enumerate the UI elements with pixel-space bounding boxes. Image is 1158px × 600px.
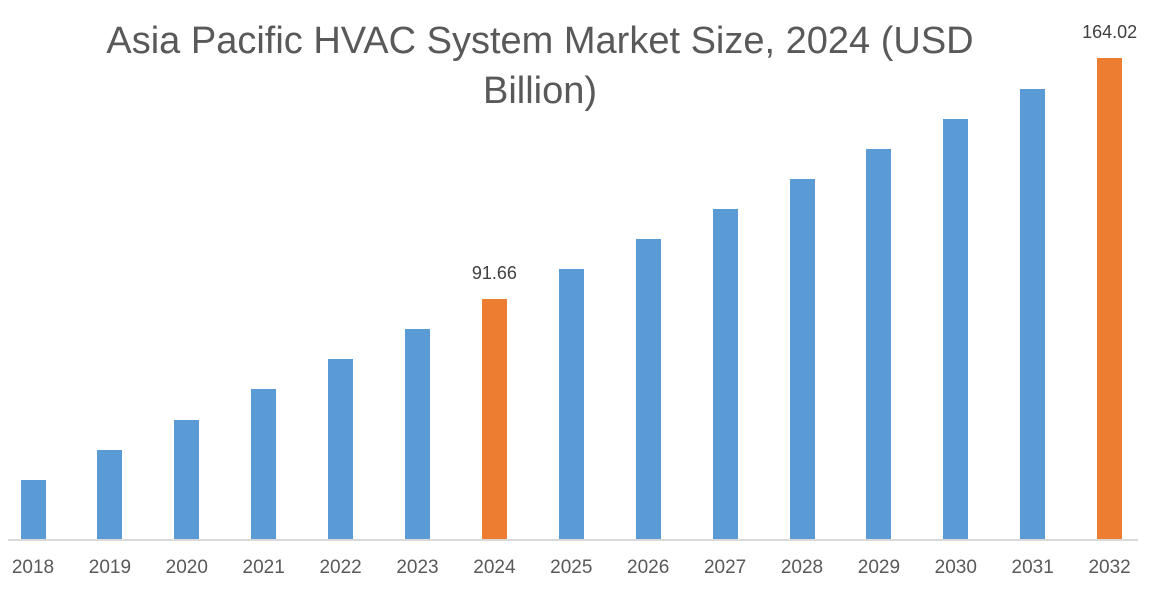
x-tick-label: 2028 xyxy=(780,557,824,578)
x-tick-label: 2019 xyxy=(88,557,132,578)
x-tick-label: 2029 xyxy=(857,557,901,578)
x-tick-label: 2021 xyxy=(242,557,285,578)
x-tick-label: 2020 xyxy=(165,557,208,578)
x-tick-label: 2026 xyxy=(627,557,670,578)
x-axis-line xyxy=(8,539,1138,541)
bar-2024 xyxy=(481,299,507,539)
x-tick-label: 2031 xyxy=(1011,557,1054,578)
x-tick-label: 2023 xyxy=(396,557,439,578)
bar-2032 xyxy=(1097,58,1123,539)
bar-2031 xyxy=(1020,89,1046,539)
bar-2021 xyxy=(251,389,277,539)
bar-2020 xyxy=(174,420,200,539)
x-tick-label: 2025 xyxy=(550,557,593,578)
x-tick-label: 2024 xyxy=(473,557,516,578)
chart-title-line-2: Billion) xyxy=(482,70,598,112)
x-tick-label: 2032 xyxy=(1088,557,1131,578)
bar-2029 xyxy=(866,149,892,539)
bar-2018 xyxy=(20,480,46,539)
bar-2023 xyxy=(405,329,430,539)
chart-title-line-1: Asia Pacific HVAC System Market Size, 20… xyxy=(106,20,974,62)
bar-2019 xyxy=(97,450,123,539)
chart-title: Asia Pacific HVAC System Market Size, 20… xyxy=(60,16,1020,116)
x-tick-label: 2018 xyxy=(11,557,55,578)
bar-2027 xyxy=(712,209,738,539)
bar-2028 xyxy=(789,179,815,539)
x-tick-label: 2022 xyxy=(319,557,362,578)
bar-2026 xyxy=(635,239,661,539)
bar-2030 xyxy=(943,119,969,539)
x-tick-label: 2030 xyxy=(934,557,977,578)
data-label-2032: 164.02 xyxy=(1082,22,1138,42)
data-label-2024: 91.66 xyxy=(471,263,517,283)
bar-2022 xyxy=(328,359,354,539)
x-tick-label: 2027 xyxy=(703,557,747,578)
bar-2025 xyxy=(558,269,584,539)
